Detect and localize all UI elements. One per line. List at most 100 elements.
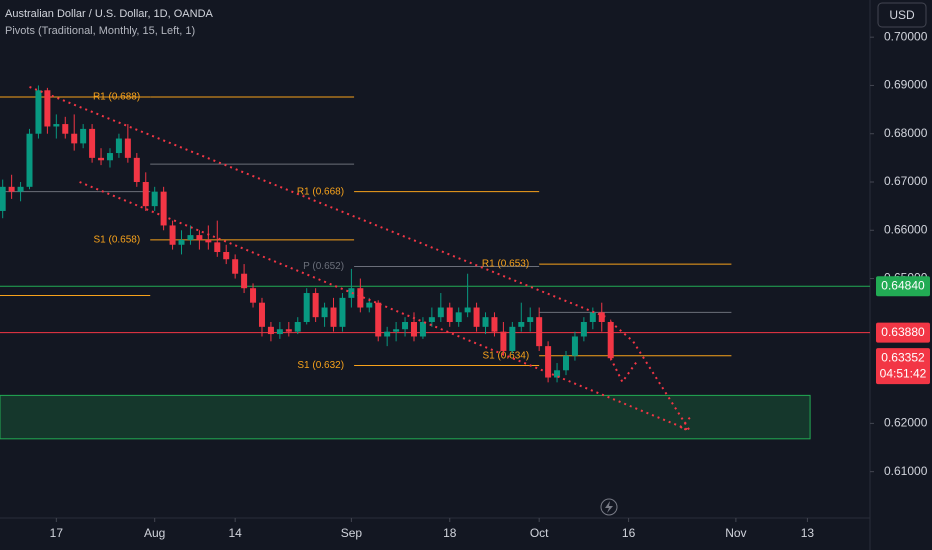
candle-body [160, 191, 167, 226]
candle-body [44, 90, 51, 127]
x-tick-label: 17 [50, 526, 64, 540]
candle-body [410, 322, 417, 337]
candle-body [464, 307, 471, 313]
x-tick-label: Nov [725, 526, 746, 540]
pivot-label: S1 (0.632) [297, 360, 344, 371]
currency-button[interactable] [877, 2, 927, 28]
x-tick-label: 14 [228, 526, 242, 540]
y-tick-label: 0.62000 [884, 416, 928, 430]
candle-body [321, 307, 328, 318]
countdown-label: 04:51:42 [880, 366, 927, 380]
candle-body [250, 288, 257, 303]
price-badge [876, 276, 930, 297]
candle-body [285, 329, 292, 332]
x-tick-label: 13 [801, 526, 815, 540]
chart-title: Australian Dollar / U.S. Dollar, 1D, OAN… [5, 8, 214, 20]
y-tick-label: 0.66000 [884, 222, 928, 236]
candle-body [527, 317, 534, 322]
icon-circle[interactable] [600, 498, 618, 516]
candle-body [205, 239, 212, 243]
candle-body [196, 235, 203, 240]
icon-bolt[interactable] [605, 501, 613, 513]
pivot-label: R1 (0.668) [297, 186, 344, 197]
candle-body [232, 259, 239, 274]
candle-body [258, 302, 265, 327]
candle-body [276, 329, 283, 335]
x-tick-label: Sep [341, 526, 363, 540]
x-tick-label: Oct [530, 526, 549, 540]
candle-body [267, 326, 274, 335]
candle-body [446, 307, 453, 322]
candle-body [509, 326, 516, 351]
projection-path [610, 321, 692, 432]
pivot-label: S1 (0.658) [94, 235, 141, 246]
candle-body [589, 312, 596, 322]
candle-body [214, 242, 221, 252]
candle-body [80, 128, 87, 144]
candle-body [241, 273, 248, 289]
candle-body [473, 307, 480, 327]
candle-body [71, 133, 78, 144]
price-badge-label: 0.64840 [881, 278, 925, 292]
candle-body [0, 186, 6, 211]
trendline [79, 181, 690, 432]
trendline [29, 85, 610, 320]
candle-body [357, 288, 364, 308]
y-tick-label: 0.67000 [884, 174, 928, 188]
currency-label[interactable]: USD [889, 8, 915, 22]
candle-body [330, 307, 337, 327]
candle-body [366, 302, 373, 308]
last-price-label: 0.63352 [881, 350, 925, 364]
candle-body [106, 153, 113, 161]
candle-body [17, 186, 24, 192]
projection-path [609, 357, 639, 384]
candle-body [384, 331, 391, 337]
candle-body [491, 317, 498, 332]
price-badge-label: 0.63880 [881, 325, 925, 339]
y-tick-label: 0.61000 [884, 464, 928, 478]
candle-body [428, 317, 435, 322]
candle-body [178, 239, 185, 245]
candle-body [124, 138, 131, 158]
lightning-icon[interactable] [600, 498, 618, 516]
pivot-label: P (0.652) [303, 261, 344, 272]
x-tick-label: 18 [443, 526, 457, 540]
candle-body [294, 322, 301, 332]
candle-body [223, 252, 230, 260]
candle-body [62, 124, 69, 134]
x-tick-label: 16 [622, 526, 636, 540]
last-price-badge [876, 348, 930, 385]
candle-body [98, 157, 105, 161]
candle-body [35, 90, 42, 134]
candle-body [348, 288, 355, 298]
candle-body [419, 322, 426, 337]
candle-body [393, 329, 400, 332]
candle-body [580, 322, 587, 337]
candle-body [500, 331, 507, 351]
candle-body [339, 297, 346, 327]
candle-body [437, 307, 444, 318]
candle-body [133, 157, 140, 182]
candle-body [169, 225, 176, 245]
candle-body [375, 302, 382, 337]
axes: 0.610000.620000.650000.660000.670000.680… [50, 29, 930, 540]
pivot-label: R1 (0.688) [93, 92, 140, 103]
candle-body [455, 312, 462, 322]
candle-body [554, 370, 561, 378]
candle-body [562, 355, 569, 371]
candle-body [571, 336, 578, 356]
candle-body [312, 293, 319, 318]
y-tick-label: 0.68000 [884, 126, 928, 140]
candle-body [115, 138, 122, 154]
pivot-label: S1 (0.634) [482, 350, 529, 361]
candle-body [518, 322, 525, 327]
pivot-label: R1 (0.653) [482, 259, 529, 270]
candle-body [303, 293, 310, 322]
price-badge [876, 322, 930, 343]
y-tick-label: 0.70000 [884, 29, 928, 43]
candle-body [53, 124, 60, 127]
candle-body [402, 322, 409, 330]
